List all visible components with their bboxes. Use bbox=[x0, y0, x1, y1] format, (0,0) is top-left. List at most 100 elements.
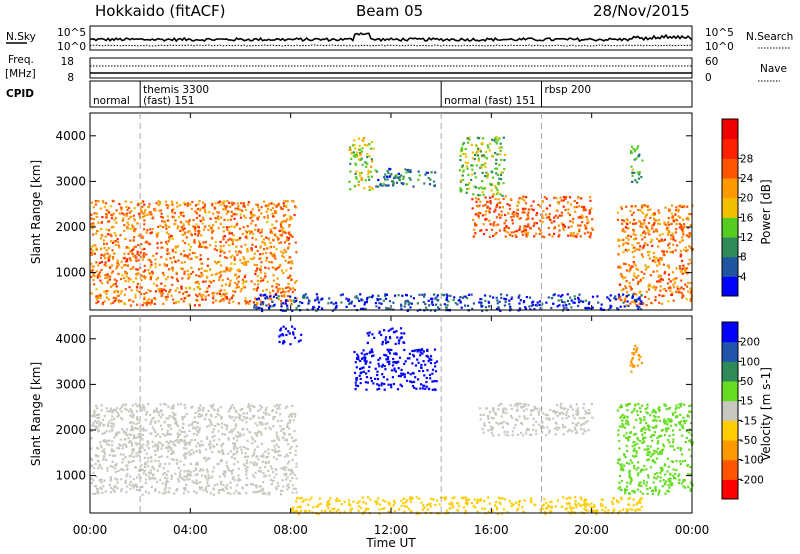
heat-cell bbox=[266, 214, 269, 217]
heat-cell bbox=[105, 264, 108, 267]
heat-cell bbox=[490, 228, 494, 231]
heat-cell bbox=[428, 357, 431, 360]
heat-cell bbox=[182, 492, 185, 495]
heat-cell bbox=[335, 301, 338, 304]
heat-cell bbox=[263, 277, 266, 280]
heat-cell bbox=[219, 245, 222, 248]
heat-cell bbox=[639, 440, 642, 443]
heat-cell bbox=[182, 249, 186, 252]
heat-cell bbox=[198, 200, 201, 203]
heat-cell bbox=[634, 432, 638, 436]
heat-cell bbox=[398, 178, 401, 182]
heat-cell bbox=[220, 289, 223, 292]
heat-cell bbox=[259, 245, 262, 248]
heat-cell bbox=[659, 476, 662, 479]
heat-cell bbox=[623, 300, 627, 303]
heat-cell bbox=[190, 272, 193, 275]
heat-cell bbox=[287, 290, 290, 293]
heat-cell bbox=[271, 300, 274, 303]
heat-cell bbox=[570, 299, 573, 302]
heat-cell bbox=[522, 230, 525, 233]
heat-cell bbox=[182, 454, 185, 457]
heat-cell bbox=[674, 407, 677, 410]
heat-cell bbox=[241, 209, 244, 212]
heat-cell bbox=[159, 441, 162, 445]
heat-cell bbox=[640, 222, 643, 225]
heat-cell bbox=[286, 455, 289, 458]
heat-cell bbox=[253, 414, 256, 417]
heat-cell bbox=[150, 420, 153, 423]
heat-cell bbox=[138, 290, 141, 293]
heat-cell bbox=[664, 463, 667, 466]
heat-cell bbox=[494, 233, 497, 236]
heat-cell bbox=[624, 226, 627, 229]
heat-cell bbox=[317, 298, 320, 301]
heat-cell bbox=[174, 222, 177, 225]
heat-cell bbox=[137, 273, 140, 276]
heat-cell bbox=[235, 286, 238, 289]
heat-cell bbox=[106, 279, 109, 282]
heat-cell bbox=[658, 263, 661, 266]
heat-cell bbox=[214, 241, 217, 244]
heat-cell bbox=[294, 281, 297, 284]
heat-cell bbox=[561, 224, 565, 227]
heat-cell bbox=[282, 427, 285, 430]
heat-cell bbox=[110, 302, 113, 305]
heat-cell bbox=[548, 431, 551, 434]
heat-cell bbox=[660, 257, 663, 260]
heat-cell bbox=[679, 253, 682, 256]
heat-cell bbox=[183, 441, 186, 444]
heat-cell bbox=[628, 469, 631, 472]
heat-cell bbox=[663, 223, 666, 226]
heat-cell bbox=[387, 350, 390, 353]
heat-cell bbox=[291, 287, 294, 290]
heat-cell bbox=[589, 231, 592, 234]
heat-cell bbox=[154, 209, 157, 212]
heat-cell bbox=[190, 266, 193, 269]
heat-cell bbox=[266, 247, 269, 250]
heat-cell bbox=[638, 305, 641, 308]
heat-cell bbox=[211, 292, 214, 295]
heat-cell bbox=[211, 451, 214, 454]
heat-cell bbox=[407, 170, 410, 173]
heat-cell bbox=[666, 423, 669, 426]
heat-cell bbox=[541, 426, 544, 429]
heat-cell bbox=[513, 426, 516, 430]
heat-cell bbox=[371, 187, 374, 190]
heat-cell bbox=[675, 209, 678, 212]
heat-cell bbox=[136, 476, 139, 479]
heat-cell bbox=[409, 380, 412, 383]
heat-cell bbox=[422, 360, 425, 363]
heat-cell bbox=[404, 302, 407, 305]
heat-cell bbox=[269, 228, 272, 231]
heat-cell bbox=[179, 474, 182, 477]
heat-cell bbox=[638, 296, 641, 299]
heat-cell bbox=[687, 473, 690, 476]
heat-cell bbox=[229, 256, 232, 259]
heat-cell bbox=[105, 296, 108, 299]
heat-cell bbox=[478, 301, 481, 304]
heat-cell bbox=[96, 230, 99, 233]
heat-cell bbox=[385, 175, 389, 178]
heat-cell bbox=[354, 296, 357, 299]
heat-cell bbox=[272, 226, 275, 230]
freq-label-line2: [MHz] bbox=[5, 68, 36, 80]
heat-cell bbox=[284, 469, 287, 472]
heat-cell bbox=[454, 302, 457, 305]
noise-tick-bottom: 10^0 bbox=[57, 41, 86, 53]
heat-cell bbox=[272, 255, 275, 258]
heat-cell bbox=[266, 422, 269, 425]
heat-cell bbox=[360, 176, 363, 179]
heat-cell bbox=[496, 302, 499, 305]
heat-cell bbox=[130, 201, 133, 204]
heat-cell bbox=[207, 294, 210, 297]
heat-cell bbox=[331, 309, 334, 312]
heat-cell bbox=[183, 270, 186, 273]
heat-cell bbox=[239, 213, 242, 216]
heat-cell bbox=[97, 467, 100, 470]
heat-cell bbox=[263, 200, 266, 203]
heat-cell bbox=[164, 484, 167, 487]
heat-cell bbox=[222, 235, 225, 238]
heat-cell bbox=[381, 365, 384, 368]
heat-cell bbox=[123, 229, 126, 232]
